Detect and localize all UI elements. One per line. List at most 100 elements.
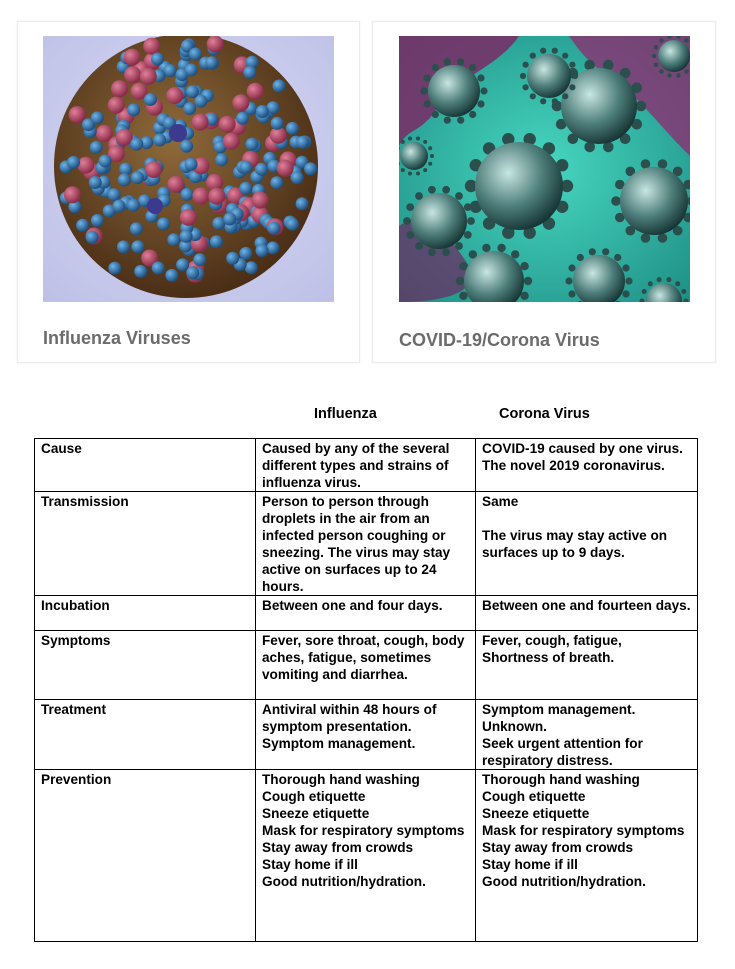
virus-particle — [565, 248, 633, 302]
red-spike — [206, 173, 224, 191]
blue-spike — [180, 39, 194, 53]
blue-spike — [266, 101, 280, 115]
red-spike — [95, 124, 113, 142]
row-label: Symptoms — [34, 630, 256, 700]
protein-spike — [522, 61, 529, 68]
blue-spike — [245, 137, 259, 151]
blue-spike — [296, 135, 310, 149]
protein-spike — [653, 62, 659, 67]
protein-spike — [502, 226, 515, 239]
protein-spike — [659, 38, 664, 43]
protein-spike — [408, 171, 412, 176]
protein-spike — [640, 159, 651, 169]
particle-body — [464, 251, 524, 302]
protein-spike — [540, 98, 547, 105]
blue-spike — [67, 155, 80, 169]
protein-spike — [408, 136, 412, 141]
protein-spike — [639, 298, 645, 302]
protein-spike — [666, 277, 672, 283]
influenza-cell: Between one and four days. — [255, 595, 476, 631]
protein-spike — [416, 171, 420, 176]
protein-spike — [529, 93, 536, 100]
protein-spike — [399, 162, 400, 166]
red-spike — [107, 96, 125, 114]
blue-spike — [184, 157, 198, 171]
protein-spike — [659, 69, 664, 74]
protein-spike — [443, 58, 451, 66]
protein-spike — [443, 116, 451, 124]
blue-spike — [180, 187, 194, 201]
protein-spike — [619, 67, 631, 79]
blue-spike — [285, 217, 299, 231]
red-spike — [222, 132, 240, 150]
protein-spike — [523, 133, 536, 146]
protein-spike — [584, 59, 595, 71]
blue-spike — [119, 162, 133, 176]
protein-spike — [619, 133, 631, 145]
blue-spike — [226, 251, 240, 265]
blue-spike — [102, 204, 116, 218]
protein-spike — [584, 141, 595, 153]
red-spike — [115, 128, 133, 146]
particle-body — [411, 193, 467, 249]
protein-spike — [614, 253, 622, 262]
blue-spike — [270, 176, 284, 190]
blue-spike — [165, 268, 179, 282]
virus-particle — [651, 36, 690, 78]
protein-spike — [497, 243, 506, 253]
protein-spike — [667, 36, 672, 39]
protein-spike — [657, 159, 668, 169]
blue-spike — [144, 93, 157, 106]
protein-spike — [523, 226, 536, 239]
blue-spike — [151, 261, 165, 275]
blue-spike — [205, 56, 219, 70]
protein-spike — [683, 212, 690, 223]
protein-spike — [588, 248, 596, 256]
blue-spike — [76, 218, 90, 232]
protein-spike — [569, 84, 576, 91]
row-label: Prevention — [34, 769, 256, 942]
row-label: Treatment — [34, 699, 256, 770]
protein-spike — [568, 264, 576, 272]
protein-spike — [431, 110, 439, 119]
protein-spike — [442, 185, 450, 194]
protein-spike — [463, 203, 472, 212]
protein-spike — [416, 136, 420, 141]
protein-spike — [560, 179, 574, 193]
protein-spike — [459, 262, 468, 271]
protein-spike — [667, 73, 672, 78]
protein-spike — [647, 281, 653, 287]
blue-spike — [126, 198, 140, 212]
red-spike — [143, 37, 161, 55]
influenza-caption: Influenza Viruses — [43, 328, 191, 348]
table-row: Prevention Thorough hand washing Cough e… — [34, 769, 698, 942]
protein-spike — [406, 231, 415, 239]
protein-spike — [567, 133, 579, 145]
blue-spike — [185, 85, 199, 99]
protein-spike — [602, 248, 610, 256]
blue-spike — [117, 173, 131, 187]
protein-spike — [428, 248, 436, 257]
protein-spike — [423, 139, 428, 144]
red-spike — [192, 187, 210, 205]
blue-spike — [212, 216, 226, 230]
protein-spike — [477, 100, 485, 108]
red-spike — [206, 36, 224, 53]
corona-caption: COVID-19/Corona Virus — [399, 330, 600, 350]
blue-spike — [153, 133, 167, 147]
virus-particle — [519, 47, 579, 105]
blue-spike — [295, 197, 309, 211]
red-spike — [251, 191, 269, 209]
blue-spike — [98, 154, 112, 168]
protein-spike — [603, 141, 614, 153]
blue-spike — [244, 261, 258, 275]
protein-spike — [428, 146, 433, 151]
protein-spike — [681, 289, 687, 294]
red-spike — [232, 94, 250, 112]
protein-spike — [522, 84, 529, 91]
blue-spike — [82, 118, 95, 132]
protein-spike — [568, 290, 576, 298]
protein-spike — [675, 281, 681, 287]
influenza-cell: Fever, sore throat, cough, body aches, f… — [255, 630, 476, 700]
virus-particle — [403, 185, 475, 257]
